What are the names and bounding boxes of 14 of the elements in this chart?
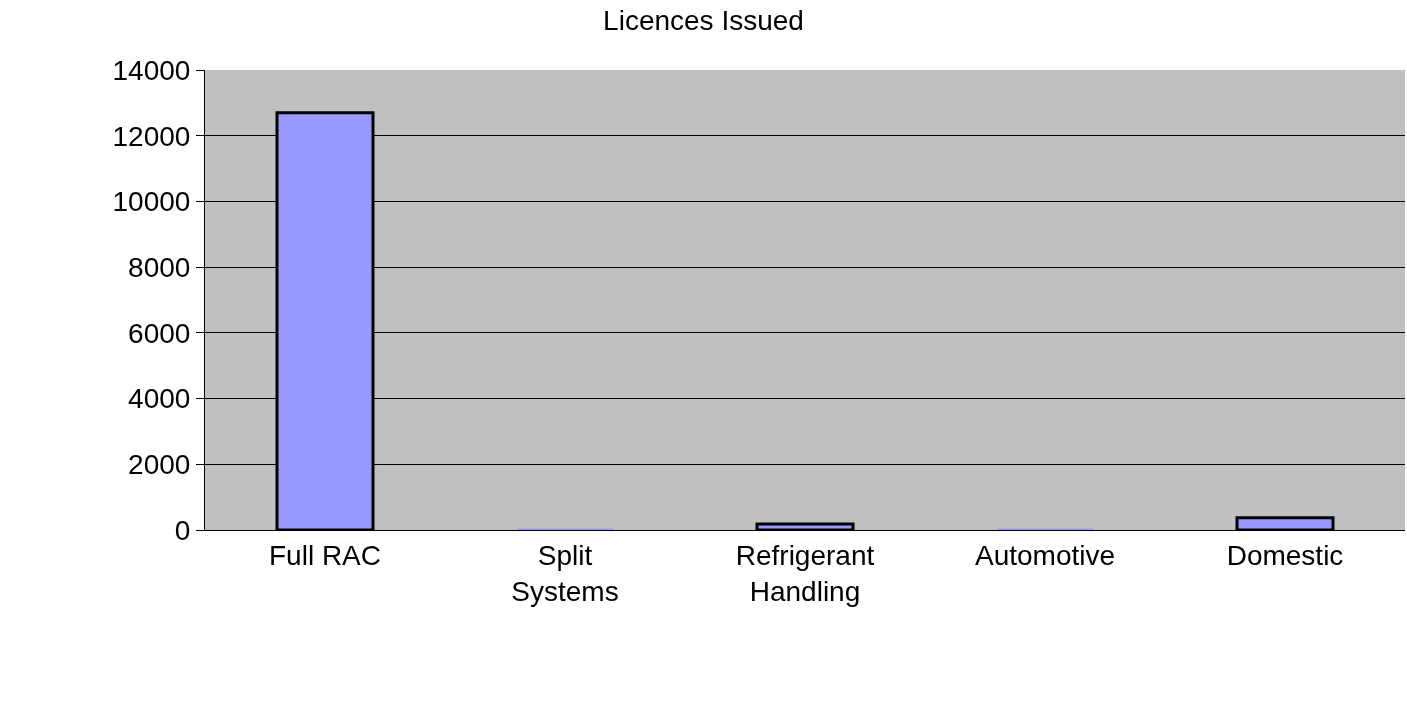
y-tick-label: 0 xyxy=(174,514,191,546)
y-tick-label: 4000 xyxy=(128,383,191,415)
chart-title: Licences Issued xyxy=(603,5,804,37)
x-tick-label: Split Systems xyxy=(511,539,619,607)
y-tick-label: 8000 xyxy=(128,251,191,283)
y-tick-label: 12000 xyxy=(112,120,191,152)
y-tick-label: 10000 xyxy=(112,186,191,218)
x-tick-label: Refrigerant Handling xyxy=(735,539,875,607)
x-tick-label: Automotive xyxy=(974,539,1116,571)
y-tick-label: 14000 xyxy=(112,54,191,86)
x-tick-label: Full RAC xyxy=(268,539,382,571)
y-tick-label: 6000 xyxy=(128,317,191,349)
x-tick-label: Domestic xyxy=(1226,539,1344,571)
y-tick-label: 2000 xyxy=(128,449,191,481)
